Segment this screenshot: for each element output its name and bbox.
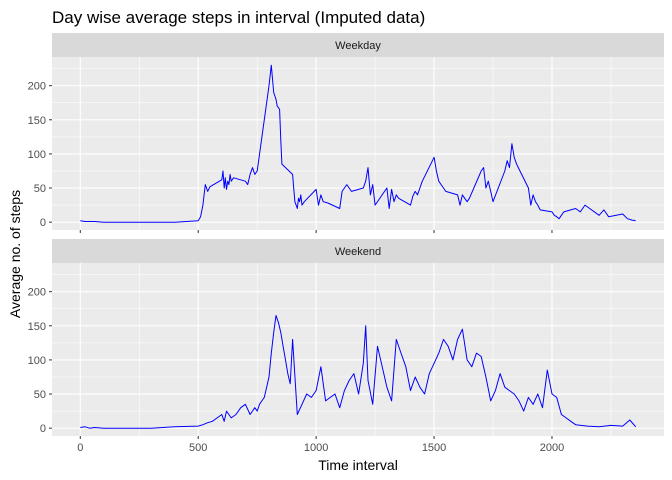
panel-weekday: Weekday 0 50 100 150 200 — [28, 33, 664, 233]
x-tick-label: 1000 — [304, 442, 328, 454]
y-tick-label: 100 — [28, 355, 46, 367]
y-tick-label: 150 — [28, 115, 46, 127]
chart-title: Day wise average steps in interval (Impu… — [52, 8, 425, 27]
y-tick-label: 200 — [28, 287, 46, 299]
x-tick-label: 1500 — [422, 442, 446, 454]
x-tick-label: 500 — [189, 442, 207, 454]
y-tick-label: 100 — [28, 149, 46, 161]
panel-background-weekend — [52, 263, 664, 436]
y-tick-label: 150 — [28, 321, 46, 333]
strip-label-weekday: Weekday — [335, 40, 381, 52]
y-tick-label: 0 — [40, 217, 46, 229]
strip-weekday — [52, 33, 664, 57]
panel-background-weekday — [52, 57, 664, 230]
y-tick-label: 50 — [34, 183, 46, 195]
x-axis-label: Time interval — [318, 457, 398, 473]
y-tick-label: 0 — [40, 423, 46, 435]
strip-label-weekend: Weekend — [335, 246, 381, 258]
strip-weekend — [52, 239, 664, 263]
series-line-weekend — [80, 315, 637, 429]
y-tick-label: 200 — [28, 81, 46, 93]
series-line-weekday — [80, 64, 636, 223]
y-axis-label: Average no. of steps — [7, 190, 23, 318]
x-tick-label: 0 — [77, 442, 83, 454]
y-tick-label: 50 — [34, 389, 46, 401]
x-tick-label: 2000 — [540, 442, 564, 454]
